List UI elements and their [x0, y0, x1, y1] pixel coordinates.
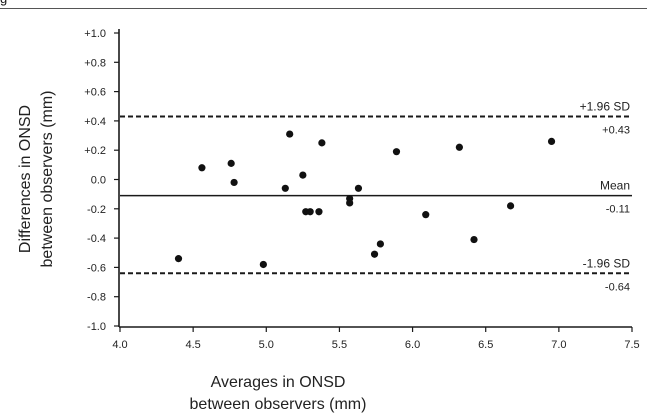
- data-point: [318, 139, 326, 147]
- x-axis-title-line-1: Averages in ONSD: [210, 374, 346, 391]
- reference-line-value: -0.64: [605, 281, 630, 293]
- data-points: [174, 130, 556, 269]
- x-tick-label: 6.5: [478, 339, 493, 351]
- x-tick-label: 7.0: [551, 339, 566, 351]
- data-point: [299, 171, 307, 179]
- reference-line-label: Mean: [600, 179, 630, 193]
- y-tick-label: -0.8: [87, 292, 106, 304]
- y-tick-label: +1.0: [84, 28, 106, 40]
- data-point: [286, 130, 294, 138]
- y-tick-label: +0.4: [84, 116, 106, 128]
- y-axis-title-line-1: Differences in ONSD: [17, 105, 34, 253]
- reference-line-value: +0.43: [602, 125, 630, 137]
- x-tick-label: 5.5: [332, 339, 347, 351]
- y-tick-label: -0.6: [87, 262, 106, 274]
- data-point: [346, 199, 354, 207]
- data-point: [370, 250, 379, 258]
- data-point: [392, 148, 401, 156]
- y-tick-label: -0.2: [87, 204, 106, 216]
- figure-corner-label: g: [0, 0, 7, 6]
- data-point: [174, 255, 183, 263]
- data-point: [198, 164, 206, 172]
- data-point: [306, 208, 314, 216]
- y-tick-label: +0.6: [84, 87, 106, 99]
- data-point: [281, 184, 289, 192]
- y-tick-label: +0.8: [84, 57, 106, 69]
- header-rule: [0, 8, 647, 9]
- data-point: [506, 202, 515, 210]
- y-axis-title-line-2: between observers (mm): [39, 91, 56, 268]
- data-point: [376, 240, 384, 248]
- data-point: [470, 235, 478, 244]
- y-tick-label: -0.4: [87, 233, 106, 245]
- y-axis-title: Differences in ONSD between observers (m…: [17, 91, 56, 268]
- x-tick-label: 5.0: [259, 339, 274, 351]
- reference-lines: +1.96 SD +0.43 Mean -0.11 -1.96 SD -0.64: [120, 100, 632, 293]
- data-point: [230, 178, 238, 187]
- data-point: [354, 184, 363, 192]
- data-point: [547, 137, 556, 146]
- reference-line-label: -1.96 SD: [583, 256, 631, 270]
- x-axis-title-line-2: between observers (mm): [189, 396, 367, 413]
- data-point: [259, 260, 267, 269]
- axes: +1.0 +0.8 +0.6 +0.4 +0.2 0.0 -0.2 -0.4 -0.6 -0.8 -…: [84, 28, 639, 351]
- reference-line-label: +1.96 SD: [580, 100, 631, 114]
- x-tick-label: 4.5: [185, 339, 200, 351]
- x-tick-label: 7.5: [624, 339, 639, 351]
- data-point: [422, 211, 430, 219]
- y-tick-label: 0.0: [91, 175, 106, 187]
- y-tick-label: +0.2: [84, 145, 106, 157]
- x-tick-label: 6.0: [405, 339, 420, 351]
- data-point: [455, 143, 463, 151]
- data-point: [315, 208, 323, 216]
- data-point: [227, 159, 235, 167]
- x-tick-label: 4.0: [112, 339, 127, 351]
- reference-line-value: -0.11: [606, 204, 630, 216]
- y-tick-label: -1.0: [87, 321, 106, 333]
